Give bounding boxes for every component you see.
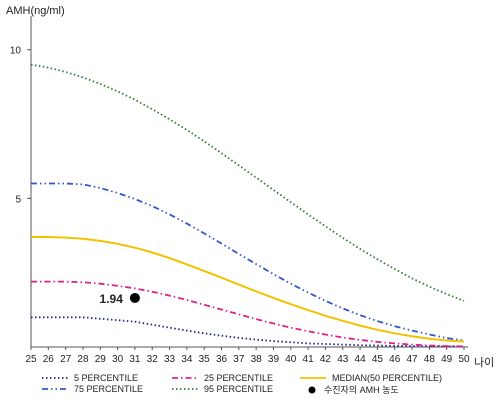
x-tick-label: 26 bbox=[43, 354, 55, 365]
x-tick-label: 44 bbox=[355, 354, 367, 365]
x-tick-label: 35 bbox=[199, 354, 211, 365]
x-tick-label: 45 bbox=[372, 354, 384, 365]
x-tick-label: 36 bbox=[216, 354, 228, 365]
x-tick-label: 46 bbox=[389, 354, 401, 365]
legend-item: 25 PERCENTILE bbox=[170, 372, 273, 383]
amh-chart: 25 26 27 28 29 30 31 32 33 34 35 36 37 38 39 40 41 42 43 44… bbox=[6, 5, 494, 368]
x-tick-label: 27 bbox=[60, 354, 72, 365]
x-tick-label: 47 bbox=[406, 354, 418, 365]
x-tick-label: 49 bbox=[441, 354, 453, 365]
legend-item: 75 PERCENTILE bbox=[40, 383, 143, 394]
legend-label: 25 PERCENTILE bbox=[204, 372, 274, 383]
series-line-2 bbox=[31, 280, 465, 348]
data-point-label: 1.94 bbox=[100, 292, 124, 306]
x-tick-label: 33 bbox=[164, 354, 176, 365]
x-tick-label: 29 bbox=[95, 354, 107, 365]
legend-swatch bbox=[42, 387, 68, 390]
x-axis-label: 나이 bbox=[474, 356, 494, 368]
x-tick-label: 38 bbox=[251, 354, 263, 365]
chart-series-lines bbox=[30, 63, 465, 348]
x-tick-label: 34 bbox=[181, 354, 193, 365]
x-tick-label: 37 bbox=[233, 354, 245, 365]
y-tick-label: 10 bbox=[10, 46, 22, 57]
legend-swatch bbox=[42, 376, 68, 379]
x-tick-label: 40 bbox=[285, 354, 297, 365]
legend-swatch bbox=[172, 376, 198, 379]
x-tick-label: 30 bbox=[112, 354, 124, 365]
x-tick-label: 41 bbox=[303, 354, 315, 365]
x-tick-label: 50 bbox=[458, 354, 470, 365]
legend-item: 5 PERCENTILE bbox=[40, 372, 138, 383]
x-tick-label: 43 bbox=[337, 354, 349, 365]
x-tick-label: 31 bbox=[129, 354, 141, 365]
legend-point-dot bbox=[308, 386, 316, 393]
x-tick-label: 42 bbox=[320, 354, 332, 365]
chart-points: 1.94 bbox=[100, 292, 140, 306]
series-line-0 bbox=[31, 316, 464, 348]
legend-item: 95 PERCENTILE bbox=[170, 383, 273, 394]
legend-item: MEDIAN(50 PERCENTILE) bbox=[298, 372, 442, 383]
legend-label: 75 PERCENTILE bbox=[74, 383, 144, 394]
legend-item-point: 수진자의 AMH 농도 bbox=[306, 384, 399, 395]
legend-swatch bbox=[300, 376, 326, 379]
chart-legend: 5 PERCENTILE 75 PERCENTILE 25 PERCENTILE 95… bbox=[0, 368, 500, 400]
y-tick-label: 5 bbox=[15, 194, 21, 205]
legend-label: 수진자의 AMH 농도 bbox=[324, 385, 399, 395]
series-line-4 bbox=[31, 236, 465, 343]
legend-label: MEDIAN(50 PERCENTILE) bbox=[332, 372, 443, 383]
x-tick-label: 48 bbox=[424, 354, 436, 365]
x-tick-label: 32 bbox=[147, 354, 159, 365]
x-tick-label: 39 bbox=[268, 354, 280, 365]
chart-axes: 25 26 27 28 29 30 31 32 33 34 35 36 37 38 39 40 41 42 43 44… bbox=[10, 16, 470, 365]
legend-label: 5 PERCENTILE bbox=[74, 372, 139, 383]
series-line-3 bbox=[30, 63, 465, 302]
y-axis-label: AMH(ng/ml) bbox=[6, 5, 65, 17]
legend-point-marker bbox=[308, 386, 316, 393]
legend-label: 95 PERCENTILE bbox=[204, 383, 274, 394]
series-line-1 bbox=[31, 182, 465, 342]
data-point-marker bbox=[129, 292, 140, 303]
x-tick-label: 28 bbox=[77, 354, 89, 365]
legend-swatch bbox=[172, 387, 198, 390]
x-tick-label: 25 bbox=[25, 354, 37, 365]
